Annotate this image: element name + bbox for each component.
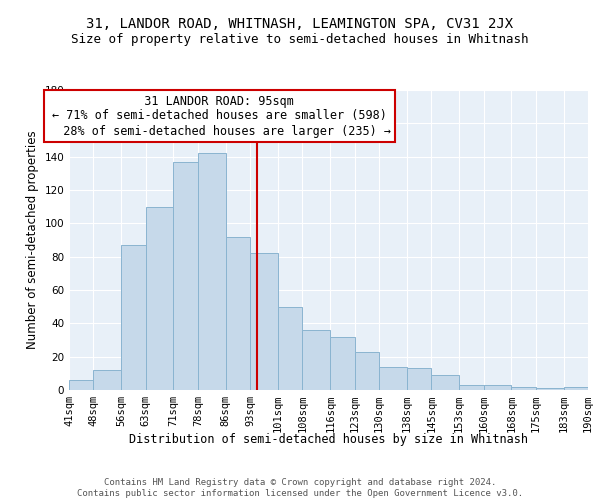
Bar: [198, 154, 226, 390]
Bar: [330, 336, 355, 390]
Text: Contains HM Land Registry data © Crown copyright and database right 2024.
Contai: Contains HM Land Registry data © Crown c…: [77, 478, 523, 498]
Bar: [226, 236, 250, 390]
Bar: [250, 254, 278, 390]
Bar: [121, 245, 146, 390]
Bar: [511, 386, 536, 390]
Bar: [407, 368, 431, 390]
Y-axis label: Number of semi-detached properties: Number of semi-detached properties: [26, 130, 39, 350]
Bar: [536, 388, 563, 390]
Bar: [355, 352, 379, 390]
Bar: [69, 380, 94, 390]
Text: 31, LANDOR ROAD, WHITNASH, LEAMINGTON SPA, CV31 2JX: 31, LANDOR ROAD, WHITNASH, LEAMINGTON SP…: [86, 18, 514, 32]
Bar: [278, 306, 302, 390]
Bar: [173, 162, 198, 390]
Bar: [484, 385, 511, 390]
Text: 31 LANDOR ROAD: 95sqm  
← 71% of semi-detached houses are smaller (598)
  28% of: 31 LANDOR ROAD: 95sqm ← 71% of semi-deta…: [49, 94, 391, 138]
Bar: [302, 330, 330, 390]
Bar: [563, 386, 588, 390]
Bar: [431, 375, 459, 390]
Bar: [379, 366, 407, 390]
Bar: [146, 206, 173, 390]
Bar: [94, 370, 121, 390]
Bar: [459, 385, 484, 390]
Text: Distribution of semi-detached houses by size in Whitnash: Distribution of semi-detached houses by …: [130, 432, 528, 446]
Text: Size of property relative to semi-detached houses in Whitnash: Size of property relative to semi-detach…: [71, 32, 529, 46]
